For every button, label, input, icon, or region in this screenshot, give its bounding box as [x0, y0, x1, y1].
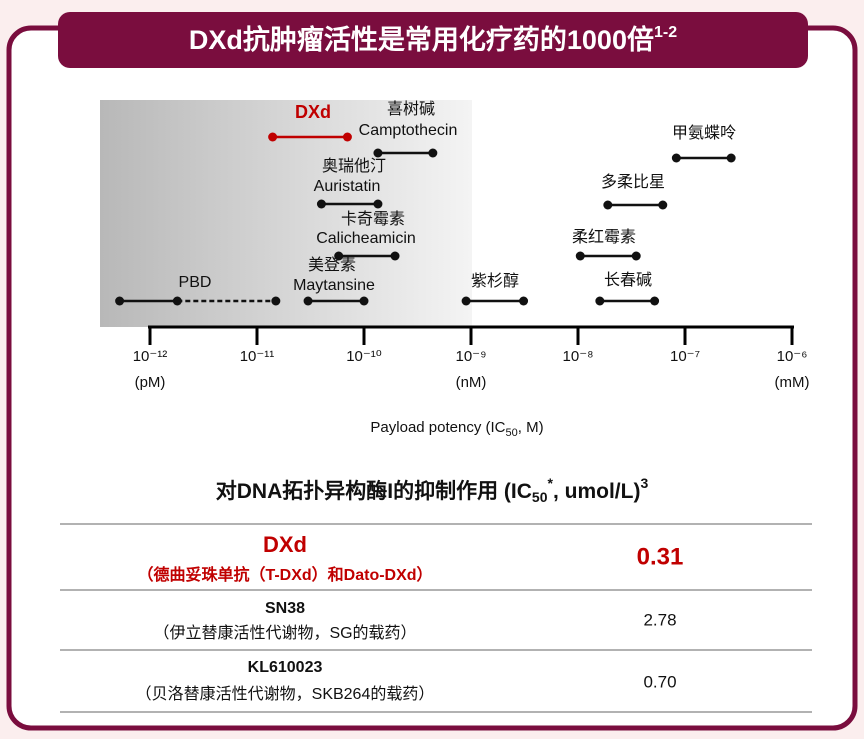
range-high: [271, 296, 281, 306]
range-high: [342, 132, 352, 142]
range-label: 紫杉醇: [471, 272, 519, 290]
drug-note: （贝洛替康活性代谢物，SKB264的载药）: [136, 685, 435, 703]
range-label: Maytansine: [293, 277, 375, 294]
x-tick-label: 10⁻⁶: [777, 348, 808, 365]
range-label: 卡奇霉素: [341, 210, 405, 228]
title-sup: 1-2: [654, 24, 677, 41]
range-high: [519, 296, 529, 306]
range-low: [603, 200, 613, 210]
range-low: [316, 199, 326, 209]
drug-name: KL610023: [248, 659, 323, 676]
range-label: Camptothecin: [359, 122, 458, 139]
drug-name: DXd: [263, 532, 307, 557]
range-high: [726, 153, 736, 163]
table-title-sup: *: [548, 475, 554, 491]
ic50-value: 2.78: [643, 610, 676, 629]
ic50-value: 0.31: [637, 543, 684, 570]
slide-title: DXd抗肿瘤活性是常用化疗药的1000倍1-2: [189, 24, 677, 55]
unit-label: (pM): [135, 374, 166, 391]
range-label: PBD: [179, 274, 212, 291]
range-label: DXd: [295, 102, 331, 122]
unit-label: (nM): [456, 374, 487, 391]
range-label: 长春碱: [604, 271, 652, 289]
drug-note: （伊立替康活性代谢物，SG的载药）: [153, 624, 416, 642]
ic50-value: 0.70: [643, 672, 676, 691]
x-tick-label: 10⁻¹⁰: [346, 348, 382, 365]
table-title-sub: 50: [532, 489, 548, 505]
range-label: 甲氨蝶呤: [672, 124, 736, 142]
range-mid: [172, 296, 182, 306]
range-label: 柔红霉素: [572, 228, 636, 246]
x-tick-label: 10⁻⁹: [455, 348, 486, 365]
table-title-text: , umol/L): [553, 480, 641, 503]
range-label: 美登素: [308, 256, 356, 274]
range-label: Calicheamicin: [316, 230, 416, 247]
range-low: [115, 296, 125, 306]
range-high: [631, 251, 641, 261]
range-low: [575, 251, 585, 261]
x-tick-label: 10⁻⁸: [563, 348, 594, 365]
x-label-text: , M): [518, 419, 544, 436]
range-low: [303, 296, 313, 306]
range-low: [461, 296, 471, 306]
title-bar: [58, 12, 808, 68]
range-high: [373, 199, 383, 209]
x-label-sub: 50: [506, 427, 518, 439]
table-title-sup: 3: [640, 475, 648, 491]
drug-note: （德曲妥珠单抗（T-DXd）和Dato-DXd）: [137, 565, 432, 584]
range-label: 多柔比星: [601, 173, 665, 191]
range-low: [671, 153, 681, 163]
title-text: DXd抗肿瘤活性是常用化疗药的1000倍: [189, 24, 654, 55]
x-axis-label: Payload potency (IC50, M): [370, 419, 543, 439]
range-label: 奥瑞他汀: [322, 157, 386, 175]
table: 对DNA拓扑异构酶I的抑制作用 (IC50*, umol/L)3 DXd （德曲妥珠…: [60, 475, 812, 713]
range-high: [428, 148, 438, 158]
x-tick-label: 10⁻⁷: [670, 348, 700, 365]
range-label: 喜树碱: [387, 100, 435, 118]
range-low: [373, 148, 383, 158]
range-label: Auristatin: [314, 178, 381, 195]
range-low: [268, 132, 278, 142]
table-title-text: 对DNA拓扑异构酶I的抑制作用 (IC: [216, 479, 532, 503]
range-low: [595, 296, 605, 306]
range-high: [658, 200, 668, 210]
range-high: [390, 251, 400, 261]
chart: 10⁻¹² 10⁻¹¹ 10⁻¹⁰ 10⁻⁹ 10⁻⁸ 10⁻⁷ 10⁻⁶ (pM) (nM) (…: [115, 100, 809, 439]
unit-label: (mM): [775, 374, 810, 391]
range-high: [650, 296, 660, 306]
table-title: 对DNA拓扑异构酶I的抑制作用 (IC50*, umol/L)3: [216, 475, 649, 505]
range-high: [359, 296, 369, 306]
drug-name: SN38: [265, 600, 305, 617]
x-tick-label: 10⁻¹²: [133, 348, 168, 365]
range-low: [334, 251, 344, 261]
x-tick-label: 10⁻¹¹: [240, 348, 275, 365]
x-label-text: Payload potency (IC: [370, 419, 505, 436]
